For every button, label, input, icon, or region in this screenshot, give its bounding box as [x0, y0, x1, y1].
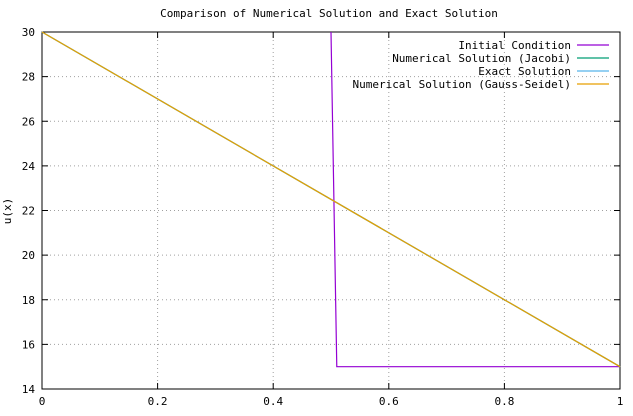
series-line-1	[330, 31, 620, 368]
legend-label: Numerical Solution (Gauss-Seidel)	[352, 78, 571, 91]
y-tick-label: 26	[22, 115, 35, 128]
legend-label: Initial Condition	[458, 39, 571, 52]
series-lines	[41, 31, 621, 368]
y-tick-label: 16	[22, 338, 35, 351]
y-tick-label: 18	[22, 294, 35, 307]
x-tick-label: 1	[617, 395, 624, 408]
legend-label: Exact Solution	[478, 65, 571, 78]
tick-labels: 0 0.2 0.4 0.6 0.8 1 14 16 18 20 22 24 26 28 30	[22, 26, 624, 408]
y-tick-label: 20	[22, 249, 35, 262]
y-tick-label: 30	[22, 26, 35, 39]
grid-lines	[42, 32, 620, 389]
x-tick-label: 0	[39, 395, 46, 408]
chart-title: Comparison of Numerical Solution and Exa…	[160, 7, 498, 20]
y-tick-label: 28	[22, 71, 35, 84]
y-axis-label: u(x)	[1, 198, 14, 225]
x-tick-label: 0.4	[263, 395, 283, 408]
x-tick-label: 0.6	[379, 395, 399, 408]
legend-label: Numerical Solution (Jacobi)	[392, 52, 571, 65]
x-tick-label: 0.2	[148, 395, 168, 408]
y-tick-label: 14	[22, 383, 36, 396]
y-tick-label: 22	[22, 205, 35, 218]
y-tick-label: 24	[22, 160, 36, 173]
x-tick-label: 0.8	[494, 395, 514, 408]
series-line-4	[41, 31, 621, 368]
